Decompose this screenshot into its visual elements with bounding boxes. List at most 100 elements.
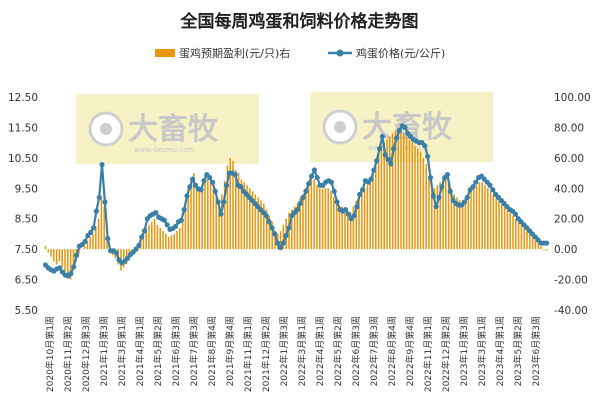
profit-bar: [293, 206, 296, 250]
price-point: [393, 135, 400, 141]
profit-bar: [72, 249, 75, 271]
price-point: [464, 194, 470, 201]
price-point: [272, 231, 278, 237]
profit-bar: [151, 221, 153, 250]
profit-bar: [291, 209, 293, 250]
price-point: [209, 179, 216, 185]
price-point: [308, 173, 315, 179]
profit-bar: [50, 249, 52, 257]
profit-bar: [386, 139, 388, 250]
profit-bar: [495, 197, 497, 250]
price-point: [71, 264, 77, 270]
price-point: [99, 161, 105, 168]
price-point: [184, 193, 190, 199]
profit-bar: [274, 230, 276, 250]
price-point: [90, 225, 97, 231]
price-line: [42, 123, 550, 279]
profit-bar: [302, 194, 304, 250]
price-point: [286, 225, 292, 231]
legend-marker-price: [336, 49, 344, 57]
x-tick-label: 2020年12月第3周: [80, 316, 92, 392]
profit-bar: [237, 173, 240, 250]
profit-bar: [181, 221, 184, 250]
left-tick-label: 7.50: [15, 244, 38, 256]
price-point: [359, 187, 366, 193]
profit-bar: [78, 249, 80, 254]
watermark-logo-dot: [334, 121, 346, 133]
profit-bar: [212, 188, 215, 250]
profit-bar: [473, 188, 475, 250]
profit-bar: [540, 246, 542, 250]
profit-bar: [64, 249, 66, 272]
profit-bar: [207, 179, 209, 250]
profit-bar: [142, 233, 145, 250]
price-point: [487, 182, 493, 188]
profit-bar: [352, 206, 355, 250]
profit-bar: [165, 233, 167, 250]
profit-bar: [358, 197, 360, 250]
watermark-text: 大畜牧: [128, 112, 219, 147]
price-point: [385, 156, 391, 162]
profit-bar: [411, 142, 413, 250]
price-point: [368, 176, 374, 182]
profit-bar: [512, 215, 514, 250]
price-point: [224, 182, 230, 188]
profit-bar: [167, 236, 170, 250]
profit-bar: [257, 197, 259, 250]
profit-bar: [89, 236, 91, 250]
profit-bar: [338, 206, 341, 250]
profit-bar: [506, 209, 509, 250]
profit-bar: [515, 218, 517, 250]
x-tick-label: 2022年7月第3周: [368, 316, 380, 386]
profit-bar: [296, 203, 299, 250]
right-axis: -40.00 -20.00 0.00 20.00 40.00 60.00 80.00 100.…: [554, 92, 591, 317]
profit-bar: [232, 160, 234, 250]
price-point: [232, 171, 238, 178]
profit-bar: [509, 212, 511, 250]
profit-bar: [417, 148, 419, 250]
price-point: [207, 175, 213, 181]
price-point: [444, 171, 451, 178]
x-tick-label: 2023年1月第3周: [458, 316, 470, 386]
profit-bar: [543, 249, 545, 250]
left-tick-label: 11.50: [8, 122, 38, 134]
profit-bar: [545, 249, 548, 251]
x-tick-label: 2022年8月第4周: [386, 316, 398, 386]
right-tick-label: 40.00: [554, 183, 584, 195]
price-point: [218, 211, 224, 217]
profit-bar: [478, 182, 481, 250]
profit-bar: [397, 127, 399, 250]
price-point: [314, 175, 320, 181]
profit-bar: [53, 249, 55, 262]
profit-bar: [520, 224, 523, 250]
profit-bar: [47, 249, 49, 253]
profit-bar: [67, 249, 69, 277]
price-point: [334, 199, 340, 205]
price-point: [102, 199, 108, 205]
profit-bar: [330, 191, 332, 250]
profit-bar: [405, 136, 408, 250]
x-tick-label: 2022年1月第3周: [278, 316, 290, 386]
profit-bar: [106, 241, 108, 250]
profit-bar: [173, 233, 175, 250]
left-tick-label: 12.50: [8, 92, 38, 104]
price-point: [382, 152, 388, 158]
profit-bar: [58, 249, 61, 262]
profit-bar: [123, 249, 125, 268]
price-point: [391, 146, 397, 152]
profit-bar: [221, 194, 223, 250]
price-point: [396, 127, 402, 134]
profit-bar: [282, 224, 285, 250]
price-point: [136, 242, 142, 249]
profit-bar: [268, 215, 271, 250]
profit-bar: [92, 233, 94, 250]
x-tick-label: 2022年6月第3周: [350, 316, 362, 386]
price-point: [266, 219, 272, 225]
price-point: [357, 191, 363, 197]
left-tick-label: 10.50: [8, 153, 38, 165]
profit-bar: [377, 154, 380, 250]
profit-bar: [461, 200, 464, 250]
profit-bar: [492, 194, 495, 250]
